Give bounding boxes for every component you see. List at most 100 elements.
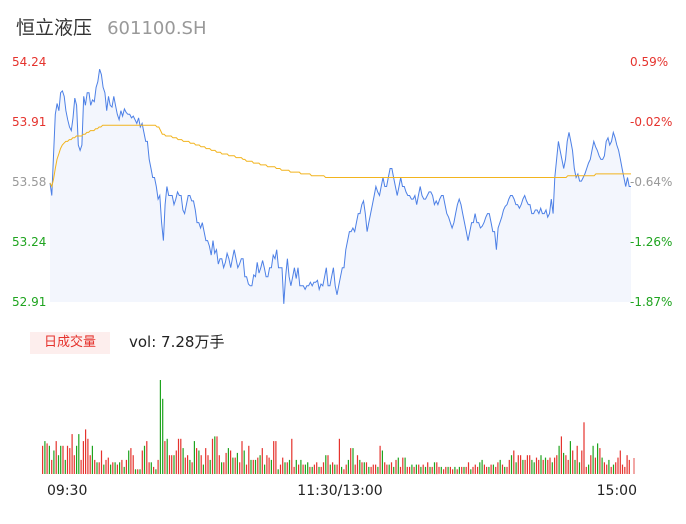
- volume-bar: [284, 462, 286, 475]
- volume-bar: [359, 459, 361, 474]
- volume-bar: [621, 464, 624, 474]
- volume-bar: [105, 459, 107, 474]
- volume-bar: [266, 455, 268, 474]
- volume-bar: [449, 466, 451, 474]
- volume-bar: [384, 462, 386, 475]
- volume-bar: [221, 462, 223, 475]
- volume-bar: [402, 457, 404, 474]
- volume-bar: [422, 464, 424, 474]
- volume-bar: [241, 441, 243, 474]
- volume-bar: [599, 448, 601, 474]
- volume-bar: [198, 450, 200, 474]
- volume-bar: [624, 466, 626, 474]
- price-tick-label: 52.91: [12, 295, 46, 309]
- volume-bar: [327, 455, 329, 474]
- volume-bar: [506, 466, 508, 474]
- volume-bar: [53, 450, 55, 474]
- percent-tick-label: 0.59%: [630, 55, 668, 69]
- volume-bar: [612, 464, 615, 474]
- volume-bar: [490, 464, 492, 474]
- volume-bar: [481, 459, 483, 474]
- volume-bar: [443, 469, 445, 474]
- volume-bar: [497, 462, 499, 475]
- volume-bar: [87, 438, 89, 475]
- volume-bar: [610, 466, 612, 474]
- volume-bar: [44, 441, 46, 474]
- volume-bar: [155, 469, 157, 474]
- volume-bar: [341, 466, 343, 474]
- volume-bar: [252, 459, 254, 474]
- volume-bar: [628, 459, 630, 474]
- volume-bar: [365, 462, 368, 475]
- volume-bar: [529, 455, 531, 474]
- volume-bar: [42, 445, 44, 474]
- volume-bar: [177, 438, 180, 475]
- volume-bar: [583, 422, 585, 474]
- volume-bar: [420, 466, 422, 474]
- volume-bar: [379, 445, 381, 474]
- volume-bar: [309, 466, 311, 474]
- volume-bar: [141, 450, 143, 474]
- volume-bar: [343, 469, 345, 474]
- volume-bar: [214, 436, 216, 474]
- price-area-fill: [50, 69, 631, 304]
- volume-bar: [626, 455, 628, 474]
- volume-bar: [415, 464, 417, 474]
- volume-bar: [409, 466, 411, 474]
- volume-bar: [563, 452, 565, 475]
- volume-bar: [477, 466, 479, 474]
- volume-bar: [524, 459, 526, 474]
- volume-bar: [467, 462, 470, 475]
- volume-bar: [230, 450, 232, 474]
- volume-bar: [606, 464, 608, 474]
- volume-bar: [560, 436, 562, 474]
- volume-bar: [363, 462, 365, 475]
- volume-tab[interactable]: 日成交量: [30, 332, 110, 354]
- volume-bar: [556, 455, 558, 474]
- volume-bar: [445, 466, 447, 474]
- volume-bar: [218, 455, 220, 474]
- volume-bar: [325, 455, 327, 474]
- volume-bar: [264, 464, 266, 474]
- volume-bar: [275, 441, 277, 474]
- volume-bar: [465, 466, 467, 474]
- volume-bar: [431, 466, 433, 474]
- volume-bar: [279, 464, 282, 474]
- volume-bar: [94, 459, 96, 474]
- volume-bar: [463, 466, 465, 474]
- volume-bar: [370, 466, 372, 474]
- volume-bar: [114, 462, 116, 475]
- volume-bar: [334, 464, 336, 474]
- volume-bar: [526, 455, 528, 474]
- volume-bar: [567, 459, 569, 474]
- volume-bar: [89, 455, 91, 474]
- price-tick-label: 54.24: [12, 55, 46, 69]
- time-tick-label: 09:30: [47, 483, 87, 499]
- volume-bar: [318, 466, 320, 474]
- volume-bar: [98, 462, 100, 475]
- volume-bar: [125, 459, 127, 474]
- volume-bar: [456, 469, 458, 474]
- volume-bar: [483, 464, 485, 474]
- volume-bar: [134, 469, 137, 474]
- volume-bar: [542, 459, 544, 474]
- volume-bar: [633, 458, 635, 474]
- volume-bar: [418, 464, 420, 474]
- volume-bar: [51, 459, 53, 474]
- volume-bar: [257, 457, 259, 474]
- volume-bar: [547, 459, 549, 474]
- volume-bar: [329, 464, 331, 474]
- volume-bar: [107, 457, 109, 474]
- volume-bar: [399, 466, 402, 474]
- volume-bar: [55, 441, 57, 474]
- volume-bar: [286, 462, 288, 475]
- time-tick-label: 11:30/13:00: [297, 483, 382, 499]
- volume-bar: [615, 462, 617, 475]
- volume-bar: [261, 448, 263, 474]
- volume-bar: [82, 441, 84, 474]
- price-tick-label: 53.58: [12, 175, 46, 189]
- volume-bar: [311, 466, 313, 474]
- volume-bar: [76, 445, 78, 474]
- volume-bar: [300, 459, 302, 474]
- volume-bar: [71, 434, 73, 474]
